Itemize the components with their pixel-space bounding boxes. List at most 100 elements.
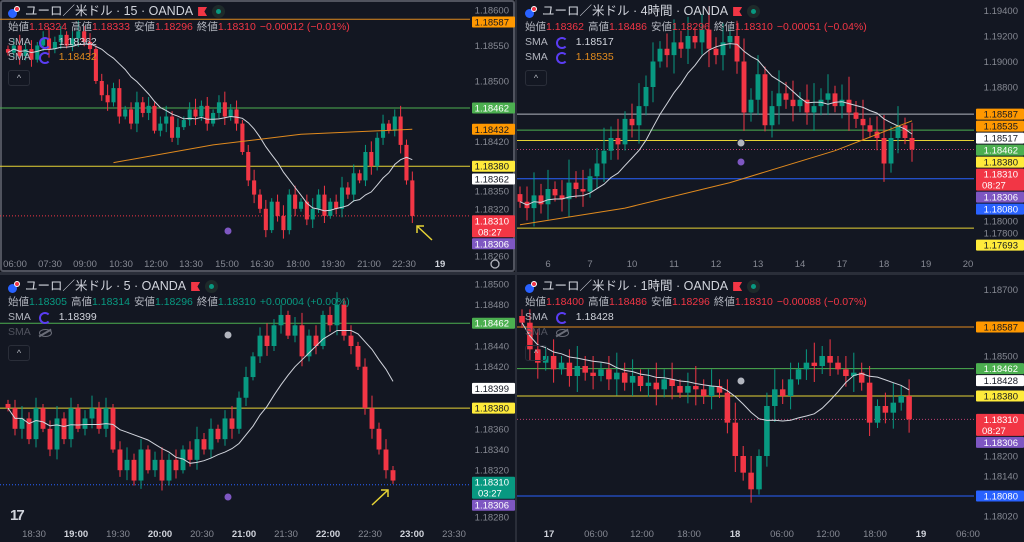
price-tag[interactable]: 1.18587 xyxy=(976,321,1024,334)
sma-settings-icon[interactable] xyxy=(38,36,51,49)
price-tag[interactable]: 1.18399 xyxy=(472,382,515,395)
candle xyxy=(222,91,227,126)
price-tag[interactable]: 1.18306 xyxy=(976,436,1024,449)
sma-settings-icon[interactable] xyxy=(555,36,568,49)
price-tag[interactable]: 1.18380 xyxy=(976,390,1024,402)
price-tag[interactable]: 1.18587 xyxy=(472,16,515,29)
chart-panel-4[interactable]: ユーロ／米ドル · 1時間 · OANDA 始値1.18400 高値1.18486 安… xyxy=(517,275,1024,542)
price-tag[interactable]: 1.18306 xyxy=(472,238,515,250)
price-tag-value: 1.18080 xyxy=(984,205,1018,216)
symbol-title-row[interactable]: ユーロ／米ドル · 1時間 · OANDA xyxy=(525,278,867,295)
price-tag[interactable]: 1.18380 xyxy=(472,402,515,415)
ohlc-label: 終値 xyxy=(713,296,735,308)
tradingview-logo[interactable]: 17 xyxy=(10,507,25,524)
gear-icon[interactable] xyxy=(490,259,500,269)
sma-settings-icon[interactable] xyxy=(38,51,51,64)
flag-icon[interactable] xyxy=(198,7,208,16)
candle-body xyxy=(211,112,216,124)
price-tag[interactable]: 1.18306 xyxy=(976,191,1024,204)
sma-legend-row[interactable]: SMA 1.18362 xyxy=(8,35,350,50)
chart-panel-3[interactable]: ユーロ／米ドル · 5 · OANDA 始値1.18305 高値1.18314 安値1… xyxy=(0,275,515,542)
candle-body xyxy=(550,356,557,370)
price-tag[interactable]: 1.18587 xyxy=(976,108,1024,121)
collapse-legend-button[interactable]: ^ xyxy=(525,345,547,361)
symbol-title[interactable]: ユーロ／米ドル · 5 · OANDA xyxy=(25,279,187,293)
price-tag[interactable]: 1.18362 xyxy=(472,173,515,185)
sma-legend-row[interactable]: SMA 1.18535 xyxy=(525,50,867,65)
symbol-title[interactable]: ユーロ／米ドル · 4時間 · OANDA xyxy=(542,4,729,18)
candle-body xyxy=(386,123,391,131)
price-tag[interactable]: 1.18306 xyxy=(472,499,515,512)
price-tag[interactable]: 1.18462 xyxy=(976,144,1024,157)
ohlc-label: 安値 xyxy=(133,21,155,33)
sma-legend-row[interactable]: SMA 1.18432 xyxy=(8,50,350,65)
price-tag[interactable]: 1.18432 xyxy=(472,123,515,136)
flag-icon[interactable] xyxy=(733,7,743,16)
price-tag[interactable]: 1.17693 xyxy=(976,239,1024,252)
symbol-title[interactable]: ユーロ／米ドル · 1時間 · OANDA xyxy=(542,279,729,293)
candle-body xyxy=(881,138,887,164)
collapse-legend-button[interactable]: ^ xyxy=(8,70,30,86)
symbol-title-row[interactable]: ユーロ／米ドル · 15 · OANDA xyxy=(8,3,350,20)
ohlc-value-h: 1.18486 xyxy=(608,21,647,33)
panel-divider-vertical[interactable] xyxy=(515,0,517,542)
price-tag[interactable]: 1.18517 xyxy=(976,132,1024,145)
price-chart[interactable]: 1.187001.185871.185001.184621.184281.183… xyxy=(517,275,1024,542)
sma-legend-row[interactable]: SMA 1.18517 xyxy=(525,35,867,50)
flag-icon[interactable] xyxy=(191,282,201,291)
sma-settings-icon[interactable] xyxy=(38,311,51,324)
price-tag[interactable]: 1.18080 xyxy=(976,203,1024,216)
candle-body xyxy=(392,116,397,131)
sma-legend-row[interactable]: SMA 1.18428 xyxy=(525,310,867,325)
candle-body xyxy=(117,88,122,117)
eye-off-icon[interactable] xyxy=(555,328,569,337)
collapse-legend-button[interactable]: ^ xyxy=(525,70,547,86)
candle-body xyxy=(164,116,169,124)
candle-body xyxy=(355,346,361,367)
candle-body xyxy=(35,45,40,60)
price-tag[interactable]: 1.18462 xyxy=(472,317,515,330)
price-axis-label: 1.18260 xyxy=(475,251,509,262)
price-axis-label: 1.17800 xyxy=(984,229,1018,240)
sma-settings-icon[interactable] xyxy=(555,311,568,324)
price-tag[interactable]: 1.18080 xyxy=(976,490,1024,502)
price-tag[interactable]: 1.18428 xyxy=(976,375,1024,387)
chart-panel-1[interactable]: ユーロ／米ドル · 15 · OANDA 始値1.18324 高値1.18333 安値… xyxy=(0,0,515,272)
chart-panel-2[interactable]: ユーロ／米ドル · 4時間 · OANDA 始値1.18362 高値1.18486 安… xyxy=(517,0,1024,272)
candle-body xyxy=(606,369,612,380)
candle-body xyxy=(657,48,663,62)
flag-icon[interactable] xyxy=(733,282,743,291)
price-tag[interactable]: 1.18462 xyxy=(976,363,1024,375)
price-tag[interactable]: 1.18380 xyxy=(976,156,1024,169)
price-tag[interactable]: 1.18462 xyxy=(472,102,515,114)
candle xyxy=(243,366,249,407)
price-tag-value: 1.18306 xyxy=(984,193,1018,204)
price-tag[interactable]: 1.18535 xyxy=(976,120,1024,133)
time-axis-label: 07:30 xyxy=(38,259,62,270)
symbol-title-row[interactable]: ユーロ／米ドル · 4時間 · OANDA xyxy=(525,3,867,20)
candle xyxy=(574,346,581,392)
symbol-title[interactable]: ユーロ／米ドル · 15 · OANDA xyxy=(25,4,194,18)
candle-body xyxy=(594,163,600,177)
price-chart[interactable]: 1.194001.192001.190001.188001.185871.185… xyxy=(517,0,1024,272)
eye-off-icon[interactable] xyxy=(38,328,52,337)
price-chart[interactable]: 1.18500 1.18480 1.18462 1.18440 1.18420 1.183… xyxy=(0,275,515,542)
candle xyxy=(748,455,754,503)
sma-legend-row[interactable]: SMA 1.18399 xyxy=(8,310,350,325)
panel-divider-horizontal[interactable] xyxy=(0,272,1024,275)
price-tag[interactable]: 1.18380 xyxy=(472,160,515,173)
sma-legend-row[interactable]: SMA xyxy=(8,325,350,340)
price-tag-value: 1.17693 xyxy=(984,241,1018,252)
candle-body xyxy=(328,201,333,216)
sma-legend-row[interactable]: SMA xyxy=(525,325,867,340)
symbol-title-row[interactable]: ユーロ／米ドル · 5 · OANDA xyxy=(8,278,350,295)
collapse-legend-button[interactable]: ^ xyxy=(8,345,30,361)
price-tag-value: 1.18462 xyxy=(984,146,1018,157)
sma-settings-icon[interactable] xyxy=(555,51,568,64)
candle-body xyxy=(661,379,667,390)
